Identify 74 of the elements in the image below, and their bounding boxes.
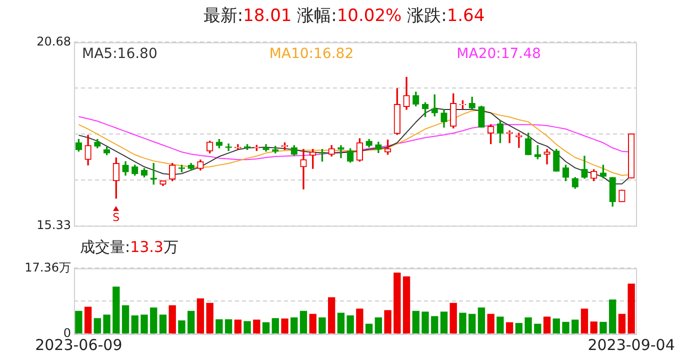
bar xyxy=(234,320,242,334)
bar xyxy=(478,307,486,334)
bar xyxy=(543,316,551,334)
bar xyxy=(450,302,457,334)
bar xyxy=(590,321,598,334)
bar xyxy=(515,323,522,334)
bar xyxy=(440,312,448,334)
bar xyxy=(281,318,288,334)
bar xyxy=(300,310,308,334)
bar xyxy=(496,316,504,334)
chart-title: 最新:18.01 涨幅:10.02% 涨跌:1.64 xyxy=(203,6,485,26)
bar xyxy=(168,305,176,334)
text: MA5:16.80 xyxy=(82,46,158,62)
bar xyxy=(506,322,514,334)
bar xyxy=(224,319,232,334)
bar xyxy=(337,312,345,334)
candlestick xyxy=(506,130,513,144)
bar xyxy=(131,315,138,334)
bar xyxy=(188,310,195,334)
bar xyxy=(122,305,130,334)
x-tick-label: 2023-06-09 xyxy=(35,336,122,354)
bar xyxy=(562,322,570,334)
bar xyxy=(552,318,560,334)
candlestick xyxy=(544,148,550,164)
y-tick-label: 17.36万 xyxy=(24,260,71,274)
bar xyxy=(75,310,82,334)
bar xyxy=(365,324,373,334)
bar xyxy=(178,320,186,334)
y-tick-label: 15.33 xyxy=(36,218,71,232)
bar xyxy=(580,308,588,334)
bar xyxy=(290,317,298,334)
y-tick-label: 20.68 xyxy=(36,34,71,48)
bar xyxy=(534,324,542,334)
chart-title: 成交量:13.3万 xyxy=(80,238,178,256)
bar xyxy=(356,308,364,334)
bar xyxy=(572,320,579,334)
bar xyxy=(244,321,251,334)
bar xyxy=(524,317,532,334)
text: MA10:16.82 xyxy=(269,46,354,62)
bar xyxy=(422,312,429,334)
bar xyxy=(346,315,354,334)
bar xyxy=(196,298,204,334)
candlestick xyxy=(300,148,307,190)
bar xyxy=(609,300,616,334)
bar xyxy=(103,314,110,334)
bar xyxy=(112,286,120,334)
bar xyxy=(374,317,382,334)
bar xyxy=(140,314,148,334)
bar xyxy=(84,306,92,334)
text: MA20:17.48 xyxy=(456,46,541,62)
bar xyxy=(328,297,336,334)
bar xyxy=(600,322,607,334)
bar xyxy=(216,319,223,334)
bar xyxy=(253,320,260,334)
bar xyxy=(459,312,466,334)
bar xyxy=(262,322,270,334)
bar xyxy=(412,310,420,334)
bar xyxy=(318,317,326,334)
bar xyxy=(272,318,279,334)
bar xyxy=(384,310,392,334)
bar xyxy=(94,318,101,334)
annotation: S xyxy=(112,211,120,224)
bar xyxy=(206,302,214,334)
bar xyxy=(150,307,158,334)
bar xyxy=(431,316,438,334)
bar xyxy=(487,314,494,334)
x-tick-label: 2023-09-04 xyxy=(588,336,675,354)
bar xyxy=(159,314,167,334)
bar xyxy=(394,272,401,334)
bar xyxy=(628,284,635,334)
bar xyxy=(309,314,316,334)
bar xyxy=(402,276,410,334)
bar xyxy=(468,314,476,334)
bar xyxy=(618,314,626,334)
